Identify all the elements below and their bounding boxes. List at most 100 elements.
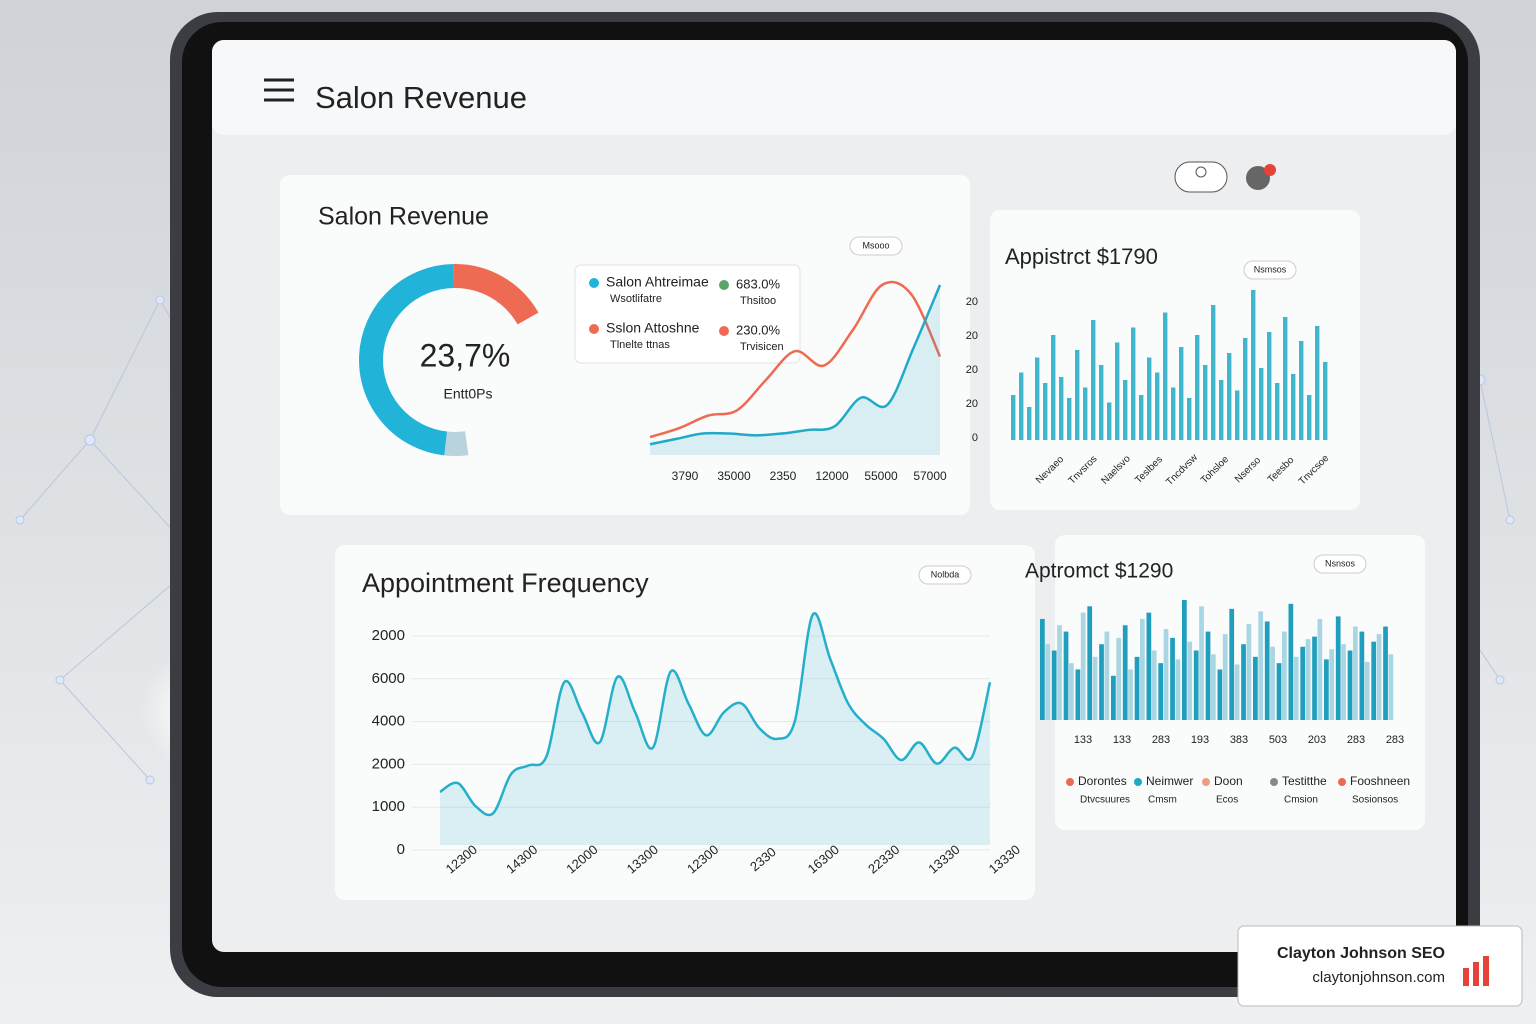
- bar: [1352, 626, 1358, 720]
- bar: [1187, 398, 1192, 440]
- y-label: 20: [966, 398, 978, 410]
- line: [439, 612, 992, 817]
- bar: [1104, 631, 1110, 720]
- bar: [1187, 641, 1193, 720]
- bar: [1283, 317, 1288, 440]
- legend-value: 683.0%: [736, 276, 781, 291]
- legend-name: Salon Ahtreimae: [606, 274, 709, 290]
- bar: [1253, 656, 1258, 720]
- line: [649, 280, 942, 439]
- x-label: 193: [1191, 734, 1209, 746]
- badge-text: Nsmsos: [1254, 264, 1287, 274]
- menu-icon[interactable]: [264, 78, 294, 102]
- badge-text: Msooo: [862, 240, 889, 250]
- bar: [1151, 650, 1157, 720]
- header-bar: [212, 40, 1456, 135]
- bar: [1099, 644, 1104, 720]
- badge-text: Nolbda: [931, 569, 960, 579]
- bar: [1364, 661, 1370, 720]
- aptromct-card: [1055, 535, 1425, 830]
- bar: [1075, 669, 1081, 720]
- watermark-url: claytonjohnson.com: [1312, 969, 1445, 986]
- bar: [1312, 636, 1317, 720]
- legend-name: Doon: [1214, 774, 1243, 788]
- y-label: 0: [397, 841, 405, 858]
- legend-sub: Tlnelte ttnas: [610, 339, 670, 351]
- x-label: 133: [1113, 734, 1131, 746]
- bar: [1246, 624, 1252, 720]
- bar: [1229, 608, 1235, 720]
- watermark-box: [1237, 925, 1523, 1007]
- bar: [1075, 350, 1080, 440]
- bar: [1199, 606, 1204, 720]
- bar: [1291, 374, 1296, 440]
- bar: [1163, 312, 1168, 440]
- bar: [1275, 383, 1280, 440]
- notification-dot: [1264, 164, 1276, 176]
- frequency-card: [335, 545, 1035, 900]
- bar: [1259, 368, 1264, 440]
- bar: [1063, 631, 1069, 720]
- bar: [1276, 663, 1282, 720]
- bar: [1155, 372, 1160, 440]
- legend-name: Testitthe: [1282, 774, 1327, 788]
- bar: [1222, 634, 1228, 720]
- bar: [1234, 664, 1240, 720]
- bar: [1264, 621, 1270, 720]
- legend-sub: Dtvcsuures: [1080, 795, 1130, 806]
- y-label: 4000: [372, 713, 405, 730]
- legend-value-sub: Trvisicen: [740, 341, 784, 353]
- bar: [1205, 631, 1211, 720]
- bar: [1193, 650, 1199, 720]
- legend-sub: Ecos: [1216, 795, 1238, 806]
- y-label: 2000: [372, 627, 405, 644]
- card-title: Aptromct $1290: [1025, 560, 1173, 583]
- bar: [1043, 383, 1048, 440]
- bar: [1099, 365, 1104, 440]
- y-label: 0: [972, 432, 978, 444]
- y-label: 2000: [372, 755, 405, 772]
- donut-center-value: 23,7%: [420, 337, 511, 373]
- x-label: 3790: [672, 469, 699, 483]
- legend-dot: [589, 278, 599, 288]
- card-title: Salon Revenue: [318, 203, 489, 231]
- legend-sub: Wsotlifatre: [610, 293, 662, 305]
- bar: [1163, 629, 1169, 720]
- bar: [1158, 663, 1164, 720]
- bar: [1051, 650, 1057, 720]
- badge: [1243, 260, 1297, 280]
- header-title: Salon Revenue: [315, 80, 527, 115]
- bar: [1315, 326, 1320, 440]
- bar: [1235, 390, 1240, 440]
- bar: [1045, 644, 1051, 720]
- x-label: 203: [1308, 734, 1326, 746]
- bar: [1051, 335, 1056, 440]
- donut-center-label: Entt0Ps: [443, 386, 492, 402]
- x-label: 57000: [913, 469, 947, 483]
- bar: [1040, 618, 1045, 720]
- donut-segment: [444, 431, 469, 456]
- bar: [1329, 649, 1335, 720]
- legend-name: Neimwer: [1146, 774, 1193, 788]
- legend-value: 230.0%: [736, 322, 781, 337]
- bar: [1305, 639, 1311, 720]
- x-label: 283: [1152, 734, 1170, 746]
- bar: [1317, 618, 1323, 720]
- bar: [1107, 402, 1112, 440]
- line-area: [440, 613, 990, 845]
- bar: [1171, 387, 1176, 440]
- x-label: 283: [1347, 734, 1365, 746]
- watermark-title: Clayton Johnson SEO: [1277, 945, 1445, 962]
- bar: [1227, 353, 1232, 440]
- bar: [1281, 631, 1287, 720]
- x-label: 283: [1386, 734, 1404, 746]
- card-title: Appointment Frequency: [362, 568, 649, 598]
- bar: [1371, 641, 1377, 720]
- bar: [1179, 347, 1184, 440]
- x-label: 383: [1230, 734, 1248, 746]
- avatar[interactable]: [1246, 166, 1270, 190]
- card-title: Appistrct $1790: [1005, 244, 1158, 269]
- bar: [1195, 335, 1200, 440]
- legend-name: Fooshneen: [1350, 774, 1410, 788]
- bar: [1182, 600, 1187, 720]
